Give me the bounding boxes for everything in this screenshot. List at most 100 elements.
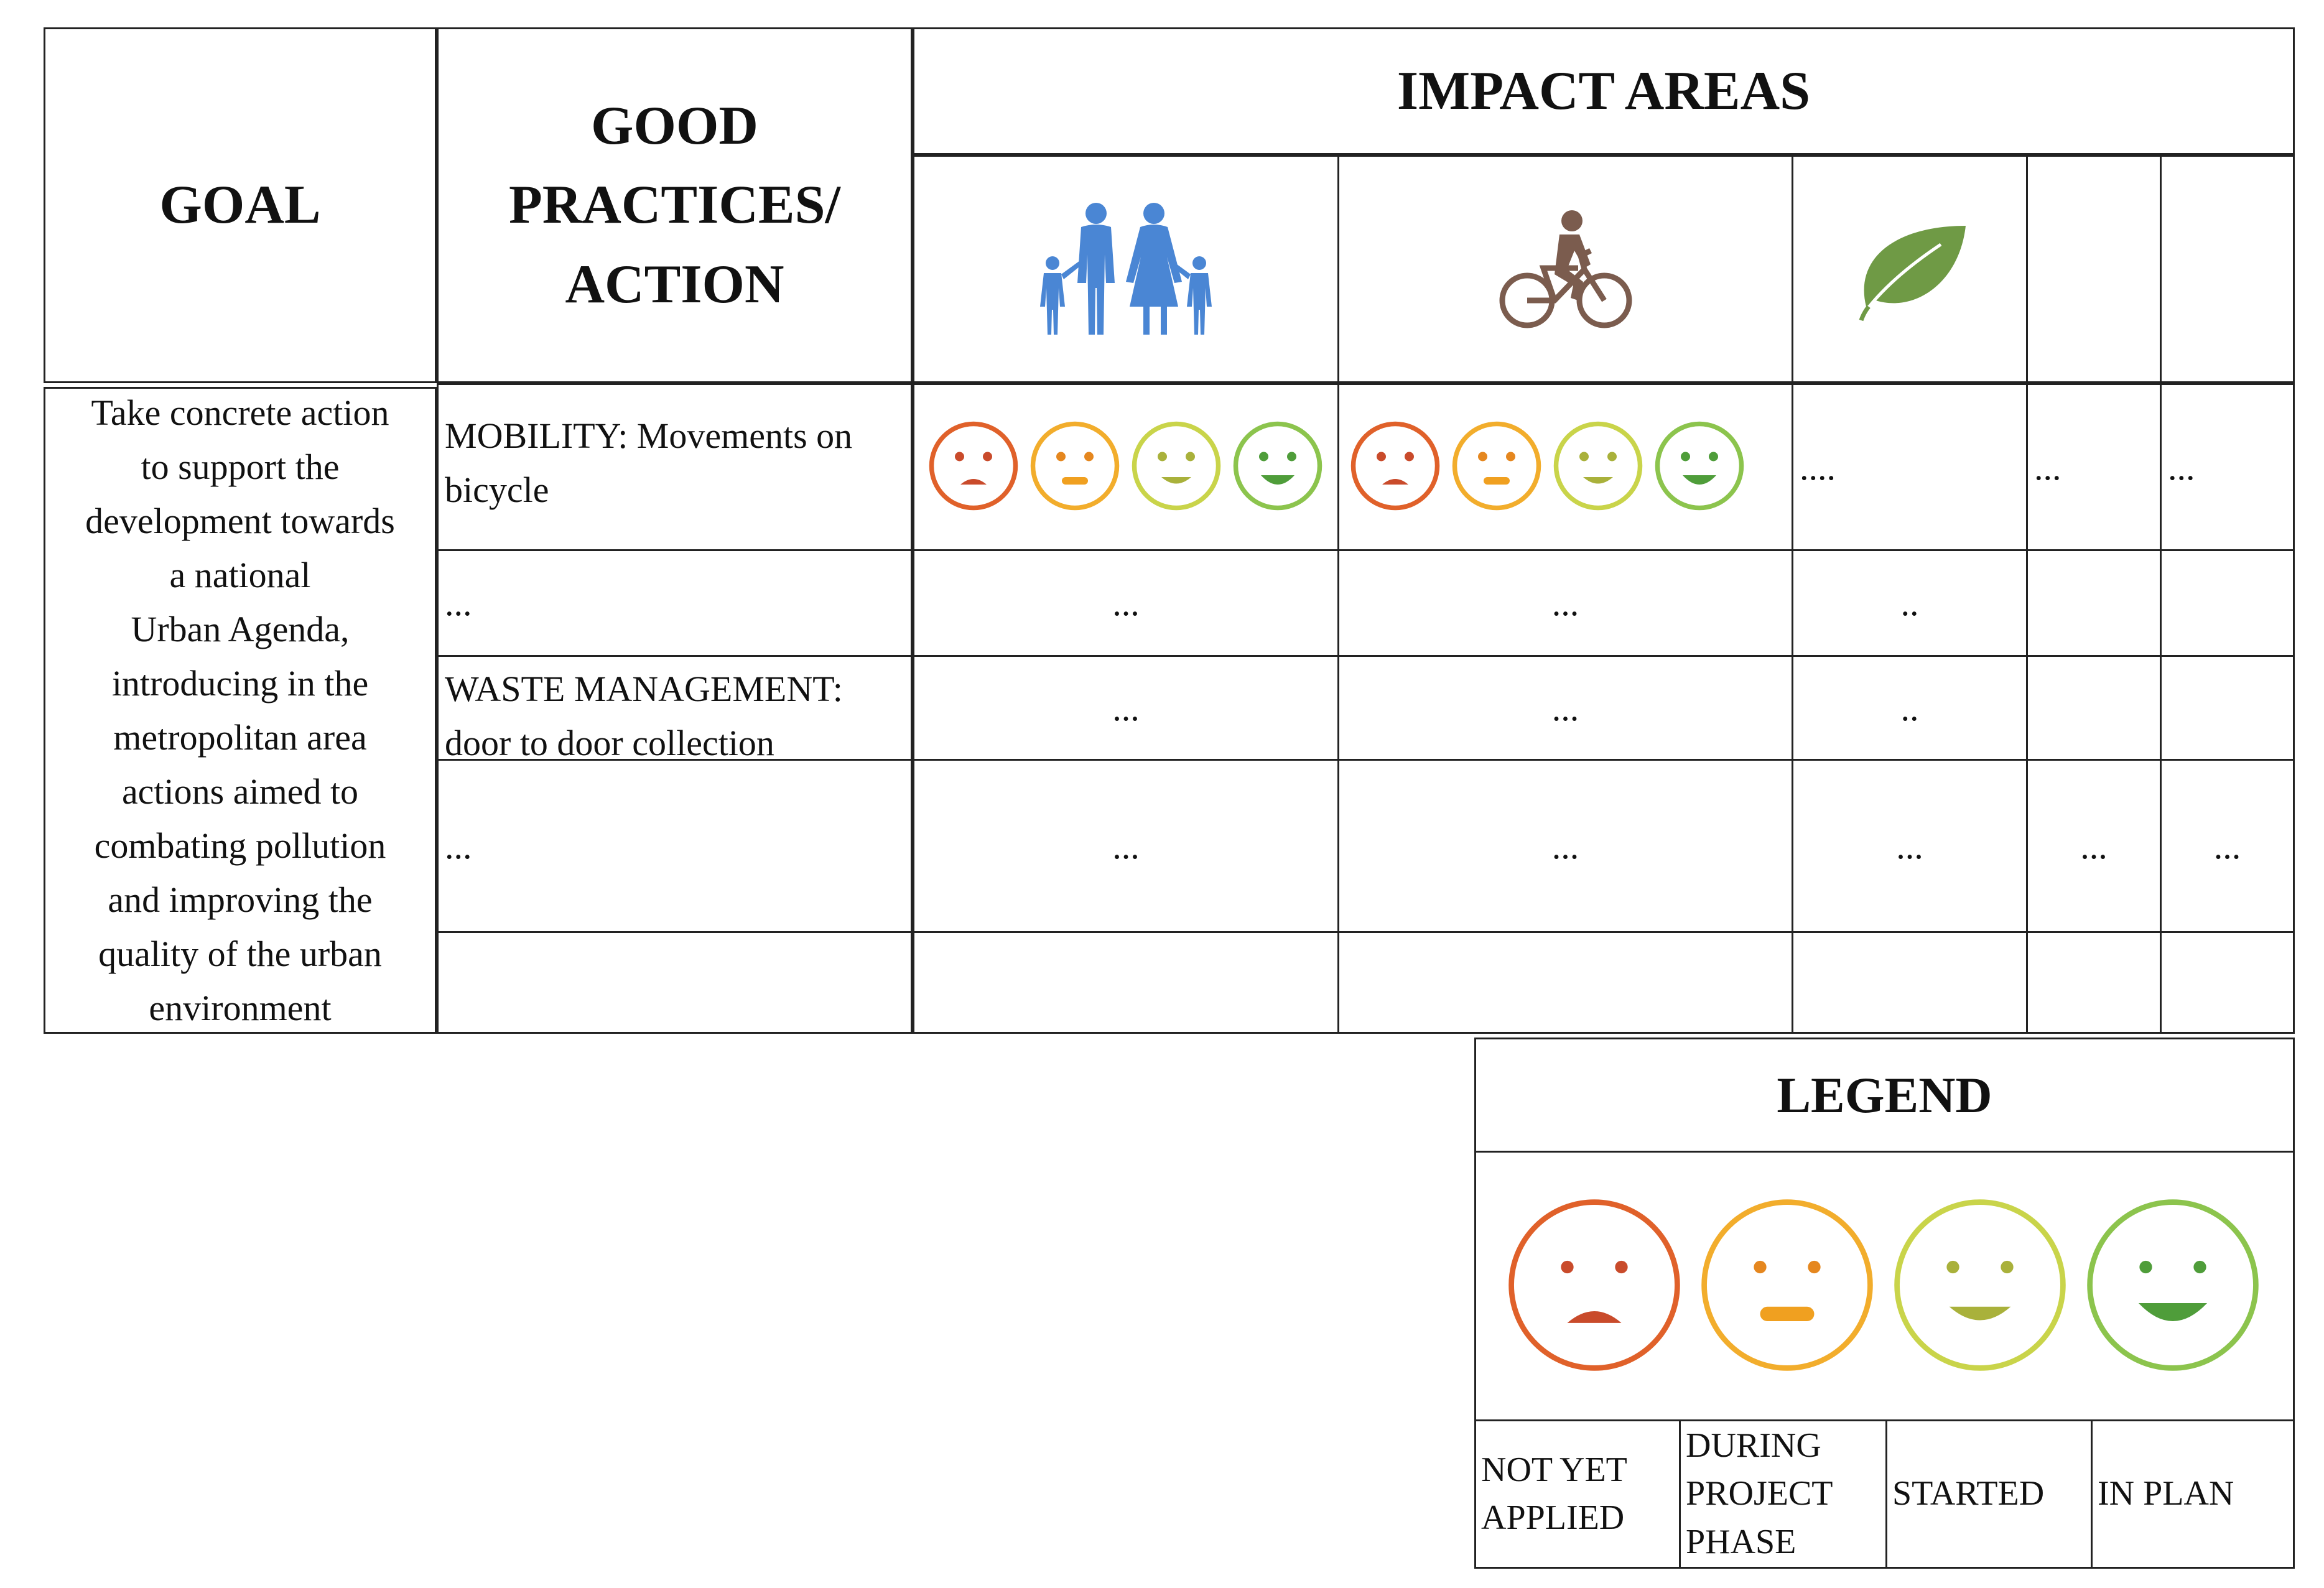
practices-header-line-3: ACTION	[565, 254, 784, 315]
cell-value: ...	[1112, 583, 1140, 623]
face-in-plan-icon	[1655, 421, 1744, 511]
face-started-icon	[1553, 421, 1643, 511]
family-icon	[1040, 202, 1212, 335]
row5-col5-cell	[2160, 931, 2295, 1034]
goal-header-label: GOAL	[159, 175, 321, 235]
row5-col2-cell	[1337, 931, 1793, 1034]
row4-col1-cell: ...	[913, 759, 1339, 933]
face-started-icon	[1132, 421, 1221, 511]
cell-value: ...	[1551, 825, 1579, 866]
legend-label-not-yet-applied: NOT YET APPLIED	[1474, 1419, 1681, 1569]
practice-line: MOBILITY: Movements on	[445, 416, 853, 456]
impact-area-cycling-cell	[1337, 155, 1793, 383]
legend-label-line: PHASE	[1686, 1522, 1796, 1561]
leaf-icon	[1858, 225, 1966, 321]
goal-line: environment	[149, 988, 332, 1028]
goal-line: Urban Agenda,	[131, 609, 350, 649]
row4-col4-cell: ...	[2026, 759, 2162, 933]
practice-cell-row2: ...	[437, 549, 913, 657]
legend-label-during-project: DURING PROJECT PHASE	[1679, 1419, 1887, 1569]
goal-line: to support the	[141, 447, 340, 487]
cell-value: ...	[1112, 825, 1140, 866]
practice-cell-mobility: MOBILITY: Movements on bicycle	[437, 383, 913, 551]
legend-label-line: NOT YET	[1481, 1450, 1627, 1489]
row1-col5-cell: ...	[2160, 383, 2295, 551]
row2-col1-cell: ...	[913, 549, 1339, 657]
face-during-project-icon	[1452, 421, 1541, 511]
legend-label-line: APPLIED	[1481, 1498, 1625, 1537]
cell-value: ....	[1800, 447, 1836, 488]
row4-col5-cell: ...	[2160, 759, 2295, 933]
cyclist-icon	[1499, 210, 1632, 328]
cell-value: ..	[1900, 583, 1919, 623]
legend-label-line: PROJECT	[1686, 1474, 1833, 1513]
goal-line: combating pollution	[94, 825, 386, 866]
row4-col2-cell: ...	[1337, 759, 1793, 933]
cell-value: ...	[1551, 687, 1579, 728]
practice-line: bicycle	[445, 470, 549, 510]
row5-col1-cell	[913, 931, 1339, 1034]
face-not-yet-applied-icon	[929, 421, 1018, 511]
impact-area-empty-cell-5	[2160, 155, 2295, 383]
goal-text-cell: Take concrete action to support the deve…	[44, 387, 437, 1034]
impact-areas-label: IMPACT AREAS	[1397, 60, 1811, 121]
cell-value: ...	[2080, 825, 2108, 866]
legend-label-line: STARTED	[1892, 1474, 2045, 1513]
face-in-plan-icon	[1233, 421, 1322, 511]
legend-face-not-yet-applied-icon	[1508, 1199, 1680, 1371]
row3-col2-cell: ...	[1337, 655, 1793, 761]
goal-line: introducing in the	[111, 663, 369, 703]
legend-title: LEGEND	[1777, 1067, 1992, 1123]
row5-col4-cell	[2026, 931, 2162, 1034]
goal-line: development towards	[85, 501, 395, 541]
practice-cell-row4: ...	[437, 759, 913, 933]
row2-col4-cell	[2026, 549, 2162, 657]
cell-value: ...	[1896, 825, 1923, 866]
row1-environment-cell: ....	[1792, 383, 2028, 551]
legend-label-started: STARTED	[1885, 1419, 2093, 1569]
goal-line: quality of the urban	[98, 934, 382, 974]
row4-col3-cell: ...	[1792, 759, 2028, 933]
practice-line: ...	[445, 825, 472, 866]
legend-label-line: IN PLAN	[2098, 1474, 2234, 1513]
legend-label-in-plan: IN PLAN	[2091, 1419, 2295, 1569]
legend-face-started-icon	[1894, 1199, 2066, 1371]
goal-header: GOAL	[44, 27, 437, 383]
row5-col3-cell	[1792, 931, 2028, 1034]
legend-face-during-project-icon	[1701, 1199, 1873, 1371]
row3-col3-cell: ..	[1792, 655, 2028, 761]
row1-people-faces-cell	[913, 383, 1339, 551]
row3-col1-cell: ...	[913, 655, 1339, 761]
cell-value: ...	[2034, 447, 2061, 488]
row1-cycling-faces-cell	[1337, 383, 1793, 551]
goal-line: metropolitan area	[113, 717, 367, 758]
row5-practice-cell	[437, 931, 913, 1034]
impact-areas-header: IMPACT AREAS	[913, 27, 2295, 155]
legend-face-in-plan-icon	[2087, 1199, 2259, 1371]
practices-header: GOOD PRACTICES/ ACTION	[437, 27, 913, 383]
cell-value: ...	[2213, 825, 2241, 866]
row1-col4-cell: ...	[2026, 383, 2162, 551]
cell-value: ...	[2168, 447, 2195, 488]
practice-cell-waste: WASTE MANAGEMENT: door to door collectio…	[437, 655, 913, 763]
practices-header-line-1: GOOD	[591, 95, 758, 156]
legend-label-line: DURING	[1686, 1426, 1821, 1465]
row3-col4-cell	[2026, 655, 2162, 761]
row3-col5-cell	[2160, 655, 2295, 761]
goal-line: a national	[169, 555, 311, 595]
legend-faces-cell	[1474, 1151, 2295, 1421]
goal-line: and improving the	[108, 880, 373, 920]
impact-area-environment-cell	[1792, 155, 2028, 383]
goal-line: Take concrete action	[91, 392, 389, 433]
practice-line: door to door collection	[445, 723, 774, 763]
face-during-project-icon	[1030, 421, 1120, 511]
practice-line: WASTE MANAGEMENT:	[445, 669, 843, 709]
legend-title-cell: LEGEND	[1474, 1038, 2295, 1153]
goal-line: actions aimed to	[121, 771, 359, 812]
row2-col3-cell: ..	[1792, 549, 2028, 657]
impact-area-empty-cell-4	[2026, 155, 2162, 383]
row2-col2-cell: ...	[1337, 549, 1793, 657]
practice-line: ...	[445, 583, 472, 623]
cell-value: ..	[1900, 687, 1919, 728]
face-not-yet-applied-icon	[1350, 421, 1440, 511]
